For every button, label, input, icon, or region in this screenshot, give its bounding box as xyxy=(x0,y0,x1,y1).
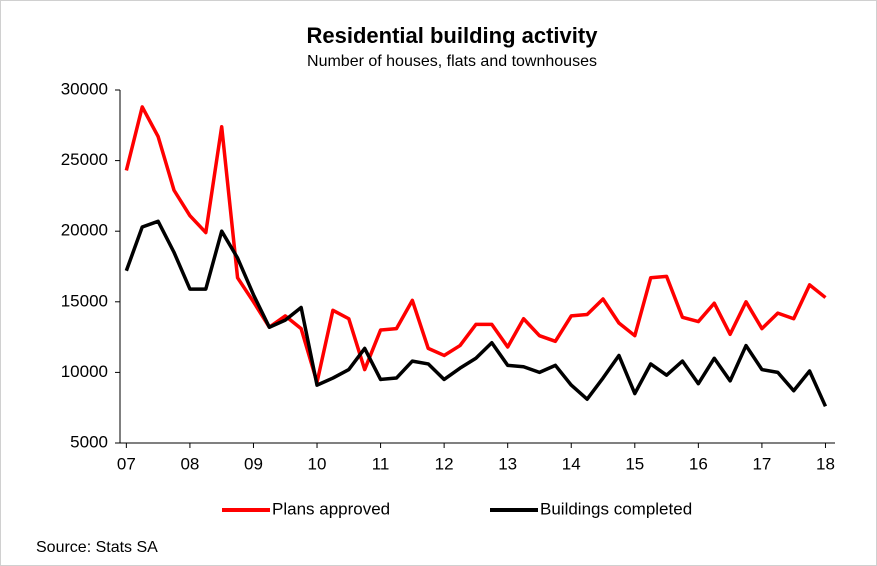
x-tick-label: 09 xyxy=(244,454,263,473)
x-tick-label: 13 xyxy=(498,454,517,473)
x-tick-label: 16 xyxy=(689,454,708,473)
y-tick-label: 20000 xyxy=(61,221,108,240)
series-line xyxy=(124,105,827,385)
y-tick-label: 25000 xyxy=(61,150,108,169)
x-tick-label: 15 xyxy=(625,454,644,473)
y-tick-label: 15000 xyxy=(61,291,108,310)
source: Source: Stats SA xyxy=(36,539,158,556)
x-tick-label: 17 xyxy=(752,454,771,473)
x-tick-label: 11 xyxy=(372,454,390,473)
legend-label: Plans approved xyxy=(272,499,390,518)
chart-title: Residential building activity xyxy=(307,23,599,48)
x-tick-label: 18 xyxy=(816,454,835,473)
x-tick-label: 08 xyxy=(180,454,199,473)
x-tick-label: 12 xyxy=(435,454,454,473)
x-tick-label: 07 xyxy=(117,454,136,473)
legend-label: Buildings completed xyxy=(540,499,692,518)
chart-subtitle: Number of houses, flats and townhouses xyxy=(307,53,597,70)
y-tick-label: 5000 xyxy=(70,432,108,451)
y-tick-label: 10000 xyxy=(61,362,108,381)
y-tick-label: 30000 xyxy=(61,79,108,98)
x-tick-label: 14 xyxy=(562,454,581,473)
series-line xyxy=(124,219,828,408)
x-tick-label: 10 xyxy=(308,454,327,473)
